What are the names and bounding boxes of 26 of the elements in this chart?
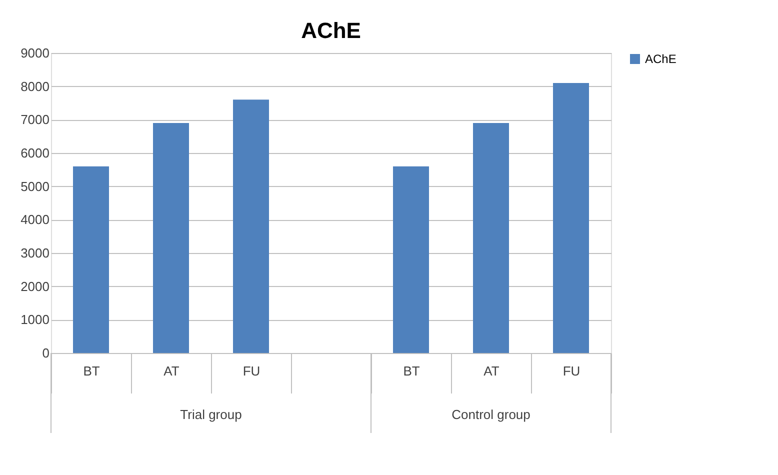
text: Control group [452,407,530,422]
chart-title: AChE [301,18,361,43]
y-tick-label: 3000 [20,246,50,260]
y-tick-label: 1000 [20,312,50,328]
bar [393,166,429,353]
bar [73,166,109,353]
text: Trial group [180,407,242,422]
x-tick-label: AT [484,364,500,378]
y-tick-label: 2000 [20,278,50,294]
x-tick-label: AT [164,364,180,378]
y-tick-label: 4000 [20,212,50,228]
y-tick-label: 0 [42,346,50,360]
x-tick-label: FU [242,364,260,378]
y-tick-label: 8000 [20,78,50,94]
x-tick-label: FU [562,364,580,378]
x-tick-label: BT [83,364,100,378]
y-tick-label: 7000 [20,112,50,128]
y-tick-label: 6000 [20,146,50,160]
bar [233,100,269,353]
legend-label: AChE [645,52,676,66]
x-tick-label: BT [403,364,420,378]
bar [473,123,509,353]
y-tick-label: 9000 [20,46,50,60]
bar [153,123,189,353]
y-tick-label: 5000 [20,178,50,194]
bar [553,83,589,353]
